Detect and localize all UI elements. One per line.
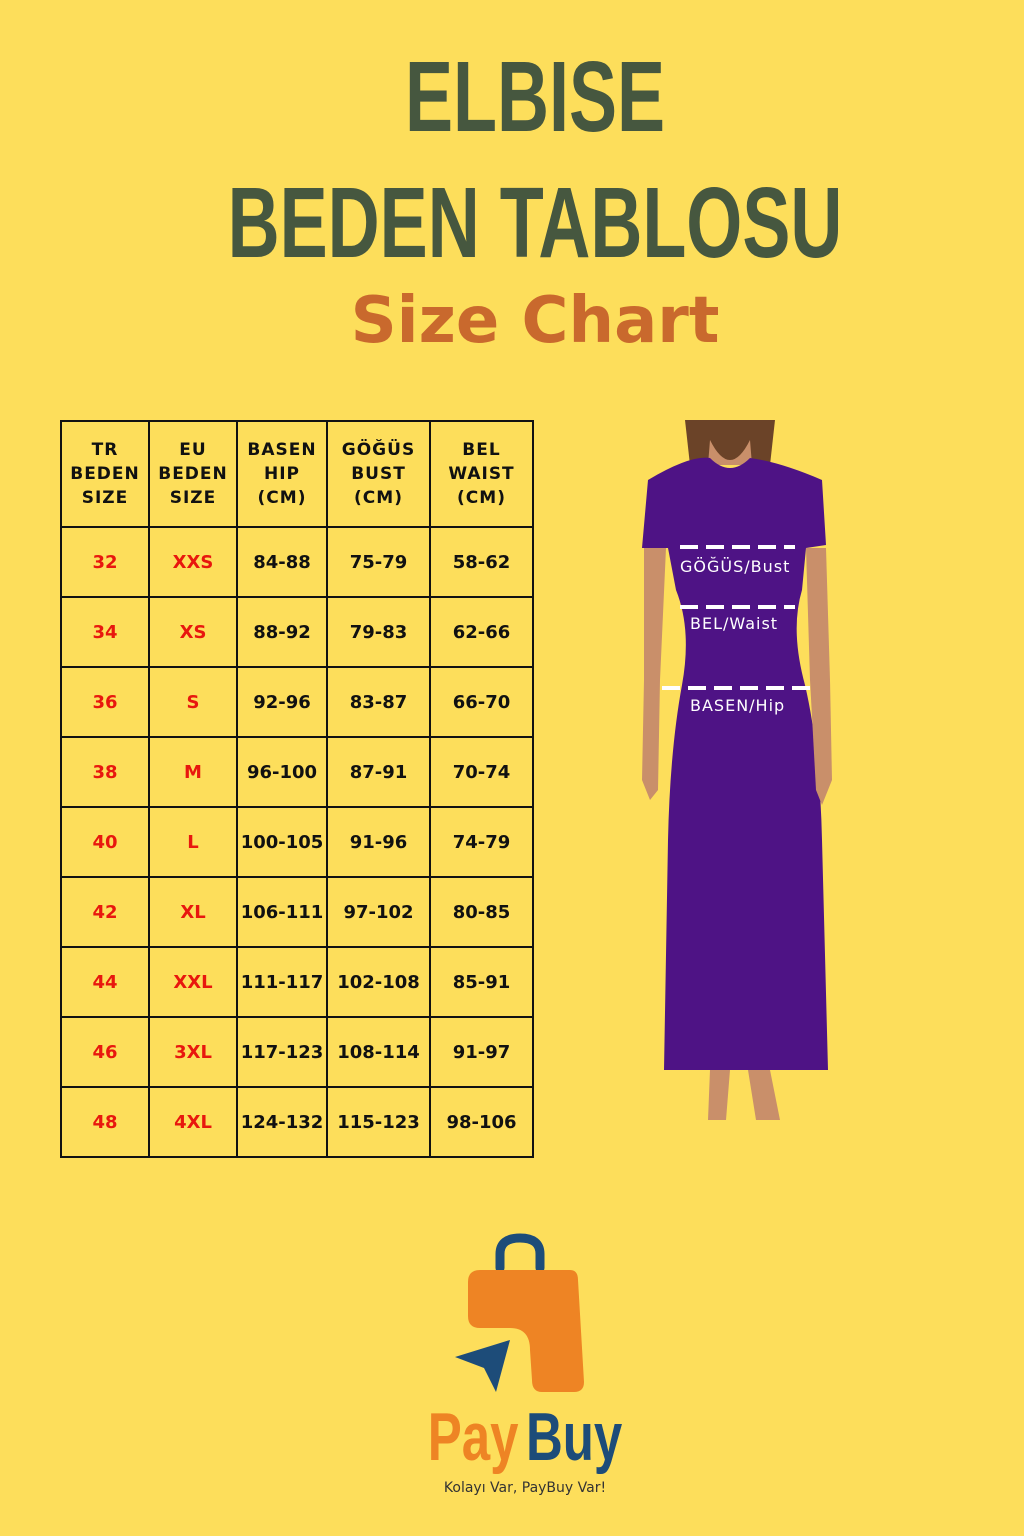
- table-cell: 46: [60, 1016, 150, 1088]
- table-cell: XS: [148, 596, 238, 668]
- header-line: GÖĞÜS: [341, 440, 416, 460]
- table-cell: 111-117: [236, 946, 328, 1018]
- header-line: (CM): [257, 488, 307, 508]
- title-line-1: ELBISE: [404, 41, 666, 153]
- header-line: TR: [91, 440, 119, 460]
- table-row: 32 XXS 84-88 75-79 58-62: [60, 526, 534, 598]
- table-cell: 62-66: [429, 596, 534, 668]
- table-cell: 83-87: [326, 666, 431, 738]
- table-cell: 124-132: [236, 1086, 328, 1158]
- table-cell: 58-62: [429, 526, 534, 598]
- logo-pay: Pay: [427, 1399, 519, 1475]
- table-row: 44 XXL 111-117 102-108 85-91: [60, 946, 534, 1018]
- table-cell: 44: [60, 946, 150, 1018]
- header-line: BASEN: [247, 440, 317, 460]
- table-cell: 70-74: [429, 736, 534, 808]
- table-cell: 66-70: [429, 666, 534, 738]
- dress-model-image: GÖĞÜS/Bust BEL/Waist BASEN/Hip: [630, 420, 850, 1125]
- table-cell: S: [148, 666, 238, 738]
- table-cell: 42: [60, 876, 150, 948]
- header-line: SIZE: [81, 488, 129, 508]
- table-cell: 84-88: [236, 526, 328, 598]
- header-line: EU: [179, 440, 207, 460]
- table-cell: 98-106: [429, 1086, 534, 1158]
- logo-buy: Buy: [525, 1399, 623, 1475]
- table-row: 42 XL 106-111 97-102 80-85: [60, 876, 534, 948]
- table-cell: 92-96: [236, 666, 328, 738]
- logo-tagline: Kolayı Var, PayBuy Var!: [443, 1480, 607, 1496]
- table-cell: 91-96: [326, 806, 431, 878]
- table-cell: 4XL: [148, 1086, 238, 1158]
- table-cell: 74-79: [429, 806, 534, 878]
- table-cell: 102-108: [326, 946, 431, 1018]
- column-header: BASEN HIP (CM): [236, 420, 328, 528]
- table-cell: 75-79: [326, 526, 431, 598]
- header-line: BEDEN: [70, 464, 140, 484]
- table-row: 48 4XL 124-132 115-123 98-106: [60, 1086, 534, 1158]
- table-row: 38 M 96-100 87-91 70-74: [60, 736, 534, 808]
- table-cell: 32: [60, 526, 150, 598]
- table-cell: 3XL: [148, 1016, 238, 1088]
- table-cell: 97-102: [326, 876, 431, 948]
- table-row: 40 L 100-105 91-96 74-79: [60, 806, 534, 878]
- table-cell: 87-91: [326, 736, 431, 808]
- hip-label: BASEN/Hip: [690, 696, 786, 715]
- table-cell: M: [148, 736, 238, 808]
- dress-illustration: [642, 420, 832, 1120]
- column-header: TR BEDEN SIZE: [60, 420, 150, 528]
- header-line: HIP: [263, 464, 300, 484]
- column-header: EU BEDEN SIZE: [148, 420, 238, 528]
- logo-wordmark: Pay Buy: [131, 1398, 919, 1476]
- size-table: TR BEDEN SIZE EU BEDEN SIZE BASEN HIP (CM) GÖĞÜS B…: [60, 420, 534, 1158]
- table-cell: XXL: [148, 946, 238, 1018]
- table-cell: 91-97: [429, 1016, 534, 1088]
- table-cell: 79-83: [326, 596, 431, 668]
- paybuy-logo-icon: [455, 1233, 584, 1392]
- subtitle: Size Chart: [350, 284, 720, 358]
- header-line: (CM): [457, 488, 506, 508]
- table-cell: 96-100: [236, 736, 328, 808]
- table-row: 46 3XL 117-123 108-114 91-97: [60, 1016, 534, 1088]
- column-header: GÖĞÜS BUST (CM): [326, 420, 431, 528]
- header-line: WAIST: [448, 464, 515, 484]
- title-line-2: BEDEN TABLOSU: [227, 167, 843, 279]
- table-cell: 34: [60, 596, 150, 668]
- table-cell: 40: [60, 806, 150, 878]
- table-cell: L: [148, 806, 238, 878]
- header-line: (CM): [354, 488, 403, 508]
- table-row: 34 XS 88-92 79-83 62-66: [60, 596, 534, 668]
- waist-label: BEL/Waist: [690, 614, 779, 633]
- table-cell: XL: [148, 876, 238, 948]
- table-cell: 38: [60, 736, 150, 808]
- table-cell: 80-85: [429, 876, 534, 948]
- table-cell: 88-92: [236, 596, 328, 668]
- table-cell: 108-114: [326, 1016, 431, 1088]
- table-cell: 100-105: [236, 806, 328, 878]
- header-line: BUST: [351, 464, 406, 484]
- table-cell: 85-91: [429, 946, 534, 1018]
- table-cell: 48: [60, 1086, 150, 1158]
- table-cell: 36: [60, 666, 150, 738]
- table-cell: XXS: [148, 526, 238, 598]
- table-cell: 115-123: [326, 1086, 431, 1158]
- header-line: SIZE: [169, 488, 217, 508]
- column-header: BEL WAIST (CM): [429, 420, 534, 528]
- bust-label: GÖĞÜS/Bust: [680, 557, 791, 576]
- header-line: BEL: [462, 440, 501, 460]
- header-line: BEDEN: [158, 464, 228, 484]
- table-cell: 117-123: [236, 1016, 328, 1088]
- table-cell: 106-111: [236, 876, 328, 948]
- table-row: 36 S 92-96 83-87 66-70: [60, 666, 534, 738]
